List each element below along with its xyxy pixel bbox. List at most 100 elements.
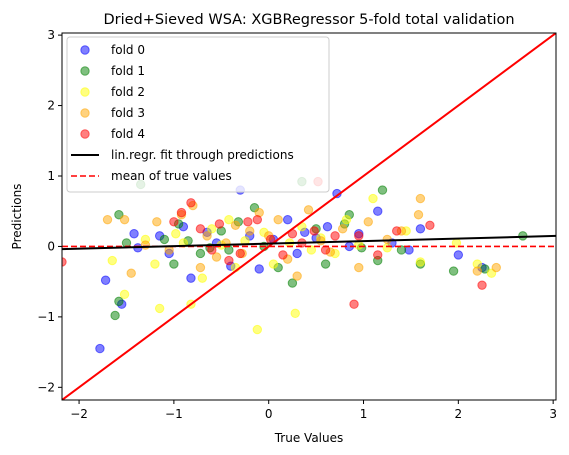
y-tick-label: −1 — [37, 310, 55, 324]
point-fold-4-4 — [195, 224, 206, 234]
point-fold-3-30 — [472, 266, 483, 276]
x-tick-label: 1 — [360, 407, 368, 421]
point-fold-1-9 — [195, 248, 206, 259]
point-fold-3-29 — [413, 210, 424, 220]
point-fold-4-19 — [349, 299, 359, 309]
point-fold-4-21 — [373, 250, 383, 260]
point-fold-1-1 — [114, 296, 124, 307]
legend-marker — [80, 108, 90, 118]
point-fold-4-9 — [243, 217, 253, 227]
point-fold-2-16 — [268, 259, 279, 269]
point-fold-1-17 — [287, 278, 298, 288]
x-axis-ticks: −2 −1 0 1 2 3 — [70, 400, 557, 421]
point-fold-1-26 — [396, 245, 407, 255]
point-fold-0-16 — [282, 214, 293, 225]
x-tick-label: −1 — [165, 407, 183, 421]
point-fold-4-20 — [354, 231, 364, 241]
point-fold-3-20 — [303, 205, 314, 215]
point-fold-3-28 — [415, 193, 426, 204]
fit-line — [62, 234, 556, 251]
legend-label: fold 1 — [111, 64, 145, 78]
point-fold-2-5 — [171, 229, 181, 239]
point-fold-4-23 — [425, 220, 435, 231]
point-fold-2-25 — [368, 193, 378, 204]
legend-label: fold 3 — [111, 106, 145, 120]
point-fold-0-17 — [292, 248, 302, 259]
series-fold-0 — [95, 185, 487, 354]
series-fold-2 — [107, 193, 497, 335]
point-fold-2-26 — [382, 243, 392, 253]
point-fold-3-10 — [211, 252, 222, 262]
point-fold-2-11 — [224, 214, 234, 225]
point-fold-3-1 — [119, 214, 130, 225]
point-fold-3-8 — [195, 262, 206, 273]
point-fold-2-3 — [150, 259, 160, 269]
point-fold-2-8 — [197, 273, 208, 283]
point-fold-3-4 — [152, 217, 162, 227]
point-fold-3-9 — [202, 231, 212, 241]
point-fold-2-9 — [207, 224, 217, 234]
legend-marker — [80, 45, 90, 55]
point-fold-3-14 — [245, 226, 255, 236]
point-fold-0-24 — [373, 206, 383, 216]
point-fold-3-25 — [363, 217, 373, 227]
y-tick-label: −2 — [37, 380, 55, 394]
point-fold-2-0 — [107, 255, 117, 266]
point-fold-3-21 — [316, 236, 326, 246]
y-tick-label: 3 — [47, 28, 55, 42]
legend-label: fold 0 — [111, 43, 145, 57]
x-tick-label: 0 — [265, 407, 273, 421]
point-fold-4-0 — [62, 257, 67, 267]
point-fold-0-1 — [100, 275, 111, 285]
point-fold-4-24 — [477, 280, 487, 290]
point-fold-0-3 — [129, 229, 139, 239]
point-fold-2-1 — [119, 289, 130, 300]
x-tick-label: 3 — [549, 407, 557, 421]
point-fold-1-25 — [377, 185, 388, 195]
point-fold-3-12 — [230, 220, 241, 231]
legend-marker — [80, 87, 90, 97]
point-fold-2-28 — [415, 257, 426, 267]
point-fold-0-28 — [453, 250, 464, 260]
point-fold-3-31 — [491, 262, 501, 273]
point-fold-2-20 — [306, 245, 317, 255]
point-fold-0-8 — [186, 273, 196, 283]
point-fold-2-23 — [341, 214, 352, 225]
point-fold-4-8 — [235, 248, 245, 259]
point-fold-3-0 — [102, 214, 113, 225]
x-axis-title: True Values — [274, 431, 344, 445]
point-fold-1-6 — [169, 259, 179, 269]
point-fold-4-6 — [214, 219, 225, 229]
point-fold-4-22 — [392, 226, 402, 236]
point-fold-1-0 — [110, 310, 120, 321]
point-fold-1-28 — [448, 266, 459, 276]
legend: fold 0 fold 1 fold 2 fold 3 fold 4 lin.regr. … — [66, 36, 330, 193]
point-fold-3-2 — [126, 268, 136, 278]
point-fold-0-14 — [254, 264, 264, 274]
point-fold-4-15 — [309, 226, 319, 236]
point-fold-4-10 — [252, 214, 263, 225]
y-tick-label: 1 — [47, 169, 55, 183]
identity-line — [62, 33, 556, 400]
legend-label: fold 4 — [111, 127, 145, 141]
point-fold-1-20 — [320, 259, 331, 269]
x-tick-label: 2 — [455, 407, 463, 421]
point-fold-0-27 — [415, 224, 426, 234]
point-fold-2-18 — [290, 308, 300, 319]
point-fold-3-24 — [354, 262, 364, 273]
legend-box — [66, 36, 330, 193]
point-fold-4-7 — [224, 255, 234, 266]
point-fold-4-1 — [169, 217, 179, 227]
point-fold-3-23 — [337, 224, 348, 234]
legend-marker — [80, 129, 90, 139]
point-fold-4-3 — [186, 198, 196, 208]
y-tick-label: 2 — [47, 99, 55, 113]
point-fold-3-17 — [273, 214, 283, 225]
point-fold-1-5 — [159, 234, 170, 245]
point-fold-3-19 — [292, 271, 302, 281]
point-fold-4-12 — [278, 250, 288, 260]
y-tick-label: 0 — [47, 239, 55, 253]
point-fold-0-20 — [322, 222, 333, 232]
x-tick-label: −2 — [70, 407, 88, 421]
